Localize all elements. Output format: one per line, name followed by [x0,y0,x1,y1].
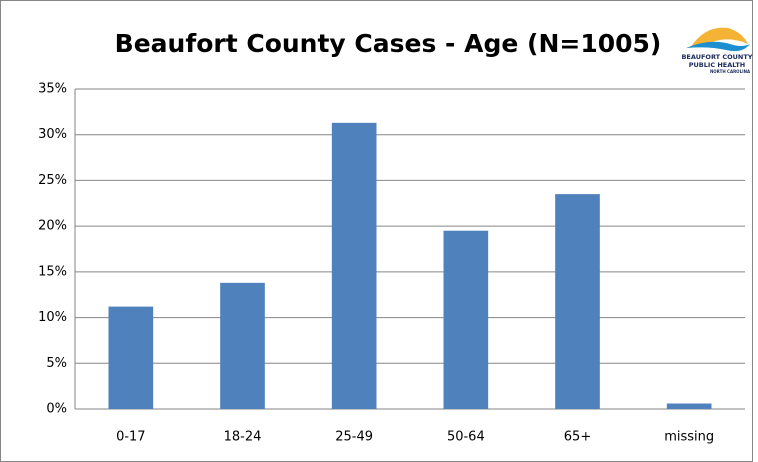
chart-title: Beaufort County Cases - Age (N=1005) [115,29,662,58]
y-tick-label: 30% [38,127,67,142]
logo: BEAUFORT COUNTY PUBLIC HEALTH NORTH CARO… [681,27,753,74]
bar [331,122,377,409]
x-tick-label: 18-24 [224,430,262,445]
y-tick-label: 25% [38,173,67,188]
bar [108,306,154,409]
bar [220,282,265,409]
y-tick-label: 10% [38,310,67,325]
x-tick-label: missing [664,430,714,445]
y-tick-label: 5% [46,356,67,371]
x-tick-label: 25-49 [335,430,373,445]
logo-text: BEAUFORT COUNTY [681,53,752,61]
x-tick-label: 65+ [564,430,591,445]
logo-wave [686,41,750,52]
bar [555,194,600,409]
logo-text: NORTH CAROLINA [710,69,751,74]
y-tick-label: 15% [38,264,67,279]
x-tick-label: 0-17 [116,430,146,445]
y-tick-label: 20% [38,219,67,234]
y-tick-label: 0% [46,402,67,417]
x-tick-label: 50-64 [447,430,485,445]
logo-text: PUBLIC HEALTH [689,61,745,69]
y-tick-label: 35% [38,82,67,97]
bar [443,230,489,409]
bar [666,403,712,409]
